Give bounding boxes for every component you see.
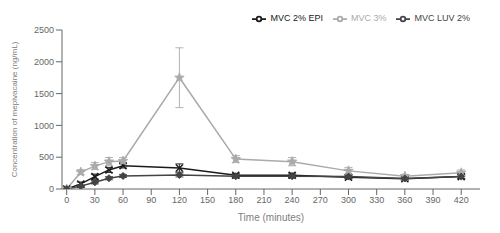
svg-text:240: 240	[285, 195, 300, 205]
svg-text:420: 420	[454, 195, 469, 205]
svg-text:390: 390	[426, 195, 441, 205]
svg-text:150: 150	[200, 195, 215, 205]
svg-text:270: 270	[313, 195, 328, 205]
svg-text:360: 360	[397, 195, 412, 205]
svg-text:1500: 1500	[34, 89, 54, 99]
svg-text:120: 120	[172, 195, 187, 205]
svg-text:Concentration of mepivacaine (: Concentration of mepivacaine (ng/mL)	[10, 41, 19, 177]
svg-text:0: 0	[64, 195, 69, 205]
html-text:MVC LUV 2%: MVC LUV 2%	[414, 13, 470, 24]
svg-text:30: 30	[90, 195, 100, 205]
svg-text:330: 330	[369, 195, 384, 205]
svg-text:0: 0	[49, 184, 54, 194]
svg-text:210: 210	[256, 195, 271, 205]
svg-text:2000: 2000	[34, 57, 54, 67]
svg-text:180: 180	[228, 195, 243, 205]
svg-text:2500: 2500	[34, 25, 54, 35]
svg-text:300: 300	[341, 195, 356, 205]
svg-text:1000: 1000	[34, 121, 54, 131]
html-text:MVC 2% EPI: MVC 2% EPI	[270, 13, 323, 24]
svg-text:60: 60	[118, 195, 128, 205]
svg-text:500: 500	[39, 152, 54, 162]
svg-text:90: 90	[146, 195, 156, 205]
svg-text:Time (minutes): Time (minutes)	[238, 212, 304, 223]
html-text:MVC 3%: MVC 3%	[351, 13, 387, 24]
